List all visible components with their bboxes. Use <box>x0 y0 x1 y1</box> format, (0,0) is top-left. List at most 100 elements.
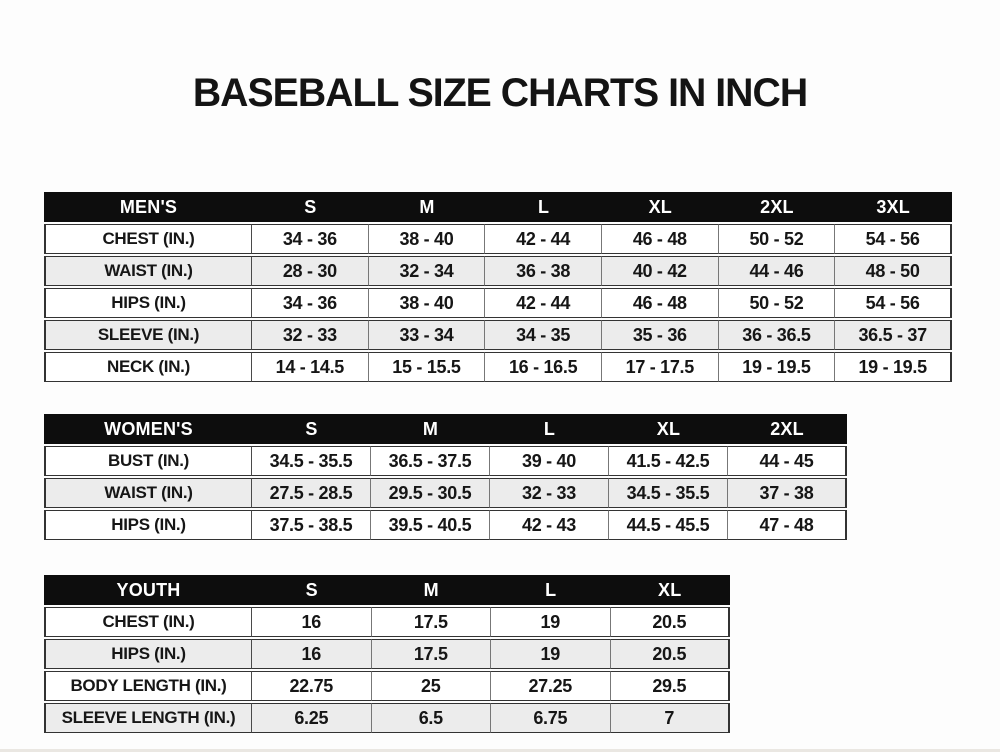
column-header-cell: S <box>252 414 371 444</box>
size-value-cell: 34.5 - 35.5 <box>609 478 728 508</box>
scan-edge-artifact <box>0 749 1000 752</box>
row-label-cell: CHEST (IN.) <box>44 607 252 637</box>
size-value-cell: 44 - 46 <box>718 256 836 286</box>
size-value-cell: 42 - 43 <box>490 510 609 540</box>
column-header-cell: 2XL <box>718 192 836 222</box>
size-tables: MEN'S S M L XL 2XL 3XL CHEST (IN.) 34 - 36 38 - 4… <box>0 190 1000 735</box>
size-value-cell: 35 - 36 <box>601 320 719 350</box>
size-value-cell: 50 - 52 <box>718 224 836 254</box>
size-value-cell: 41.5 - 42.5 <box>609 446 728 476</box>
size-value-cell: 37 - 38 <box>728 478 847 508</box>
size-value-cell: 34 - 35 <box>485 320 602 350</box>
size-value-cell: 16 <box>252 607 372 637</box>
table-row: SLEEVE LENGTH (IN.) 6.25 6.5 6.75 7 <box>44 703 730 733</box>
size-value-cell: 20.5 <box>610 607 730 637</box>
row-label-cell: SLEEVE (IN.) <box>44 320 252 350</box>
column-header-cell: 2XL <box>728 414 847 444</box>
table-row: CHEST (IN.) 34 - 36 38 - 40 42 - 44 46 - 48 5… <box>44 224 952 254</box>
size-value-cell: 34 - 36 <box>252 288 369 318</box>
size-value-cell: 25 <box>371 671 491 701</box>
size-value-cell: 19 - 19.5 <box>718 352 836 382</box>
size-value-cell: 46 - 48 <box>601 288 719 318</box>
column-header-cell: L <box>490 414 609 444</box>
size-value-cell: 17.5 <box>371 639 491 669</box>
size-value-cell: 42 - 44 <box>485 224 602 254</box>
table-row: WAIST (IN.) 27.5 - 28.5 29.5 - 30.5 32 - 33… <box>44 478 847 508</box>
table-row: HIPS (IN.) 34 - 36 38 - 40 42 - 44 46 - 48 50… <box>44 288 952 318</box>
size-value-cell: 32 - 33 <box>490 478 609 508</box>
page-title: BASEBALL SIZE CHARTS IN INCH <box>192 71 808 115</box>
column-header-cell: M <box>371 575 491 605</box>
size-value-cell: 42 - 44 <box>485 288 602 318</box>
size-value-cell: 22.75 <box>252 671 372 701</box>
size-value-cell: 27.5 - 28.5 <box>252 478 371 508</box>
size-value-cell: 32 - 33 <box>252 320 369 350</box>
size-value-cell: 34.5 - 35.5 <box>252 446 371 476</box>
table-row: WAIST (IN.) 28 - 30 32 - 34 36 - 38 40 - 42 4… <box>44 256 952 286</box>
table-row: BODY LENGTH (IN.) 22.75 25 27.25 29.5 <box>44 671 730 701</box>
row-label-cell: BODY LENGTH (IN.) <box>44 671 252 701</box>
table-row: HIPS (IN.) 37.5 - 38.5 39.5 - 40.5 42 - 43 4… <box>44 510 847 540</box>
size-value-cell: 36.5 - 37 <box>835 320 952 350</box>
size-value-cell: 38 - 40 <box>368 288 486 318</box>
row-label-cell: CHEST (IN.) <box>44 224 252 254</box>
table-mens: MEN'S S M L XL 2XL 3XL CHEST (IN.) 34 - 36 38 - 4… <box>44 190 952 384</box>
size-value-cell: 27.25 <box>491 671 611 701</box>
column-header-cell: L <box>485 192 602 222</box>
size-value-cell: 50 - 52 <box>718 288 836 318</box>
table-youth: YOUTH S M L XL CHEST (IN.) 16 17.5 19 20.5 HIPS (I… <box>44 573 730 735</box>
size-value-cell: 6.5 <box>371 703 491 733</box>
row-label-cell: HIPS (IN.) <box>44 639 252 669</box>
header-row: MEN'S S M L XL 2XL 3XL <box>44 192 952 222</box>
size-value-cell: 44 - 45 <box>728 446 847 476</box>
size-value-cell: 39.5 - 40.5 <box>371 510 490 540</box>
size-value-cell: 44.5 - 45.5 <box>609 510 728 540</box>
size-value-cell: 40 - 42 <box>601 256 719 286</box>
size-value-cell: 36 - 38 <box>485 256 602 286</box>
size-value-cell: 29.5 <box>610 671 730 701</box>
column-header-cell: 3XL <box>835 192 952 222</box>
size-value-cell: 39 - 40 <box>490 446 609 476</box>
size-value-cell: 29.5 - 30.5 <box>371 478 490 508</box>
column-header-cell: M <box>368 192 486 222</box>
table-title-cell: YOUTH <box>44 575 252 605</box>
size-value-cell: 19 <box>491 639 611 669</box>
size-value-cell: 17 - 17.5 <box>601 352 719 382</box>
table-womens: WOMEN'S S M L XL 2XL BUST (IN.) 34.5 - 35.5 36.5… <box>44 412 847 542</box>
table-title-cell: WOMEN'S <box>44 414 252 444</box>
size-value-cell: 19 - 19.5 <box>835 352 952 382</box>
size-value-cell: 34 - 36 <box>252 224 369 254</box>
column-header-cell: S <box>252 192 369 222</box>
column-header-cell: S <box>252 575 372 605</box>
size-value-cell: 47 - 48 <box>728 510 847 540</box>
size-value-cell: 16 <box>252 639 372 669</box>
row-label-cell: WAIST (IN.) <box>44 478 252 508</box>
table-title-cell: MEN'S <box>44 192 252 222</box>
size-value-cell: 46 - 48 <box>601 224 719 254</box>
row-label-cell: HIPS (IN.) <box>44 510 252 540</box>
table-row: HIPS (IN.) 16 17.5 19 20.5 <box>44 639 730 669</box>
column-header-cell: XL <box>610 575 730 605</box>
column-header-cell: M <box>371 414 490 444</box>
row-label-cell: SLEEVE LENGTH (IN.) <box>44 703 252 733</box>
size-value-cell: 6.25 <box>252 703 372 733</box>
size-value-cell: 28 - 30 <box>252 256 369 286</box>
row-label-cell: WAIST (IN.) <box>44 256 252 286</box>
row-label-cell: NECK (IN.) <box>44 352 252 382</box>
row-label-cell: BUST (IN.) <box>44 446 252 476</box>
header-row: WOMEN'S S M L XL 2XL <box>44 414 847 444</box>
size-value-cell: 37.5 - 38.5 <box>252 510 371 540</box>
table-row: CHEST (IN.) 16 17.5 19 20.5 <box>44 607 730 637</box>
size-value-cell: 32 - 34 <box>368 256 486 286</box>
size-value-cell: 54 - 56 <box>835 224 952 254</box>
size-value-cell: 20.5 <box>610 639 730 669</box>
header-row: YOUTH S M L XL <box>44 575 730 605</box>
row-label-cell: HIPS (IN.) <box>44 288 252 318</box>
size-value-cell: 38 - 40 <box>368 224 486 254</box>
size-value-cell: 36 - 36.5 <box>718 320 836 350</box>
size-value-cell: 19 <box>491 607 611 637</box>
size-value-cell: 14 - 14.5 <box>252 352 369 382</box>
size-value-cell: 36.5 - 37.5 <box>371 446 490 476</box>
size-value-cell: 16 - 16.5 <box>485 352 602 382</box>
